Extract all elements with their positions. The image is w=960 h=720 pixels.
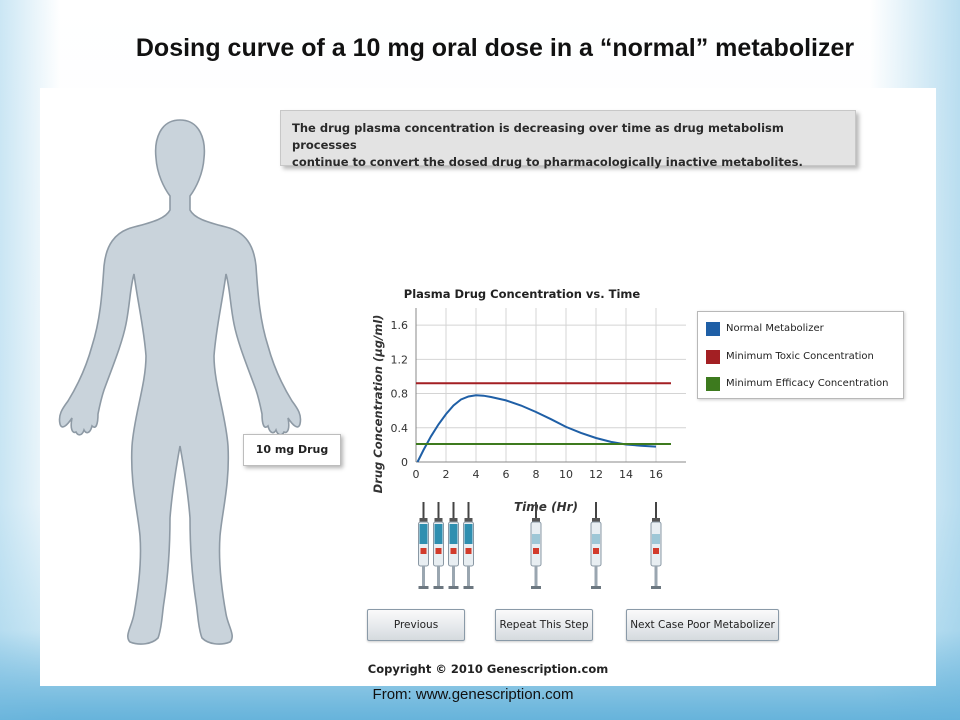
syringe-label [533,548,539,554]
x-axis-label: Time (Hr) [514,500,578,514]
syringe-fill [434,524,443,544]
info-text-line2: continue to convert the dosed drug to ph… [292,155,803,169]
simulation-panel: The drug plasma concentration is decreas… [40,88,936,686]
syringe-needle [437,502,440,520]
x-tick-label-0: 0 [413,468,420,481]
y-tick-label-3: 1.2 [391,353,409,366]
syringe-plunger [594,566,598,586]
slide-title: Dosing curve of a 10 mg oral dose in a “… [135,34,855,62]
legend-swatch-efficacy [706,377,720,391]
chart-grid [415,308,686,463]
syringe-fill [532,534,540,544]
dose-label: 10 mg Drug [243,434,341,466]
syringe-label [450,548,457,554]
y-axis-label: Drug Concentration (µg/ml) [371,315,385,494]
syringe-plunger [534,566,538,586]
chart-axes [415,308,686,463]
x-tick-label-4: 8 [533,468,540,481]
syringe-icon [530,502,542,589]
syringe-icon [448,502,459,589]
legend-swatch-normal [706,322,720,336]
y-tick-label-0: 0 [401,456,408,469]
syringe-hub [434,518,443,523]
syringe-plunger-cap [433,586,444,589]
syringe-plunger-cap [591,586,601,589]
syringe-fill [464,524,473,544]
chart-legend: Normal Metabolizer Minimum Toxic Concent… [697,311,904,399]
legend-item-toxic: Minimum Toxic Concentration [706,350,874,364]
syringe-label [465,548,472,554]
previous-button[interactable]: Previous [367,609,465,641]
syringe-plunger-cap [418,586,429,589]
x-tick-label-6: 12 [589,468,603,481]
syringe-plunger [422,566,425,586]
syringe-fill [419,524,428,544]
y-tick-label-4: 1.6 [391,319,409,332]
syringe-needle [535,502,537,520]
x-tick-label-2: 4 [473,468,480,481]
syringe-hub [419,518,428,523]
syringe-icon [418,502,429,589]
copyright-notice: Copyright © 2010 Genescription.com [367,662,609,676]
info-text-line1: The drug plasma concentration is decreas… [292,121,784,152]
syringe-fill [592,534,600,544]
syringe-fill [652,534,660,544]
syringe-plunger [452,566,455,586]
syringe-label [420,548,427,554]
syringe-fill [449,524,458,544]
series-line-0 [416,394,657,463]
syringe-icon [590,502,602,589]
x-tick-label-7: 14 [619,468,633,481]
syringe-hub [592,518,600,523]
syringe-row [418,502,662,589]
syringe-needle [452,502,455,520]
human-silhouette-icon [58,119,302,645]
syringe-icon [650,502,662,589]
x-tick-label-8: 16 [649,468,663,481]
repeat-step-button[interactable]: Repeat This Step [495,609,593,641]
syringe-plunger [437,566,440,586]
legend-label-normal: Normal Metabolizer [726,323,824,334]
syringe-icon [433,502,444,589]
syringe-label [435,548,442,554]
syringe-hub [464,518,473,523]
syringe-plunger-cap [448,586,459,589]
legend-swatch-toxic [706,350,720,364]
x-tick-label-5: 10 [559,468,573,481]
syringe-plunger-cap [463,586,474,589]
syringe-label [593,548,599,554]
chart-series [416,382,671,463]
y-tick-label-1: 0.4 [391,422,409,435]
syringe-plunger [467,566,470,586]
legend-label-toxic: Minimum Toxic Concentration [726,351,874,362]
syringe-needle [422,502,425,520]
chart-ticks: 0 2 4 6 8 10 12 14 16 0 0.4 0.8 1.2 1.6 [391,319,664,481]
legend-item-efficacy: Minimum Efficacy Concentration [706,377,888,391]
syringe-hub [532,518,540,523]
legend-item-normal: Normal Metabolizer [706,322,824,336]
syringe-hub [449,518,458,523]
legend-label-efficacy: Minimum Efficacy Concentration [726,378,889,389]
syringe-needle [595,502,597,520]
syringe-icon [463,502,474,589]
source-citation: From: www.genescription.com [372,686,574,703]
syringe-plunger [654,566,658,586]
syringe-plunger-cap [651,586,661,589]
concentration-chart: 0 2 4 6 8 10 12 14 16 0 0.4 0.8 1.2 1.6 Plasma Drug C… [371,287,686,514]
syringe-label [653,548,659,554]
info-message: The drug plasma concentration is decreas… [280,110,856,169]
syringe-needle [655,502,657,520]
y-tick-label-2: 0.8 [391,388,409,401]
x-tick-label-1: 2 [443,468,450,481]
chart-title: Plasma Drug Concentration vs. Time [404,287,641,301]
syringe-plunger-cap [531,586,541,589]
next-case-button[interactable]: Next Case Poor Metabolizer [626,609,779,641]
syringe-hub [652,518,660,523]
x-tick-label-3: 6 [503,468,510,481]
syringe-needle [467,502,470,520]
